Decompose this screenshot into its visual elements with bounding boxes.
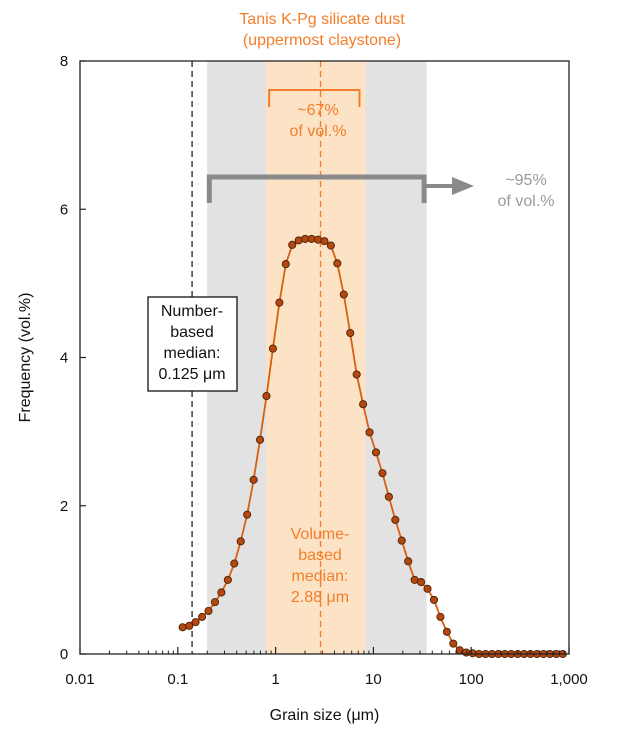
label-95-percent: ~95%	[505, 172, 546, 189]
chart-title-line: Tanis K-Pg silicate dust	[239, 11, 405, 28]
data-point	[262, 391, 271, 401]
x-tick-label: 0.01	[65, 671, 94, 688]
volume-median-label: median:	[292, 568, 349, 585]
data-point	[352, 370, 361, 379]
bracket-95-line	[206, 174, 427, 203]
data-point	[417, 578, 426, 587]
annotations: Tanis K-Pg silicate dust (uppermost clays…	[147, 11, 555, 606]
y-tick-label: 2	[60, 498, 68, 515]
volume-median-label: based	[298, 547, 342, 564]
data-point	[178, 623, 187, 632]
y-tick-label: 8	[60, 53, 68, 70]
data-point	[391, 515, 400, 524]
data-point	[449, 639, 458, 648]
volume-median-label: Volume-	[291, 526, 350, 543]
data-point	[436, 612, 445, 621]
axes: 0 2 4 6 8 0.01 0.1 1 10 100 1,000 Grain size (μm) Fr…	[17, 53, 588, 724]
data-point	[371, 448, 381, 457]
label-67-percent: ~67%	[297, 102, 338, 119]
data-point	[294, 236, 303, 245]
x-tick-label: 0.1	[167, 671, 188, 688]
y-axis-label: Frequency (vol.%)	[17, 293, 34, 423]
data-point	[339, 290, 348, 299]
data-point	[442, 627, 451, 636]
data-point	[210, 598, 220, 607]
data-point	[249, 475, 258, 484]
percentile-bands	[207, 61, 427, 654]
data-point	[378, 469, 387, 478]
data-point	[326, 241, 335, 250]
data-point	[365, 428, 374, 437]
data-point	[384, 492, 393, 501]
data-point	[275, 298, 284, 307]
data-point	[288, 240, 297, 249]
label-95-percent: of vol.%	[498, 193, 555, 210]
data-point	[255, 435, 265, 444]
data-point	[397, 536, 406, 545]
number-median-box	[147, 296, 238, 392]
data-point	[359, 400, 368, 409]
data-point	[217, 588, 226, 597]
data-point	[404, 557, 413, 566]
data-point	[243, 510, 252, 519]
y-tick-label: 0	[60, 646, 68, 663]
number-median-label: median:	[164, 345, 221, 362]
number-median-label: 0.125 μm	[158, 366, 225, 383]
median-lines	[191, 61, 322, 654]
label-67-percent: of vol.%	[290, 123, 347, 140]
number-median-label: based	[170, 324, 214, 341]
data-point	[320, 237, 329, 246]
number-median-label: Number-	[161, 303, 223, 320]
volume-median-label: 2.88 μm	[291, 589, 349, 606]
data-point	[346, 328, 355, 338]
data-point	[281, 260, 290, 269]
bracket-67-line	[268, 89, 361, 107]
data-point	[223, 575, 232, 584]
bracket-95-arrow-head	[452, 177, 474, 195]
x-tick-label: 1	[271, 671, 279, 688]
y-tick-label: 4	[60, 350, 68, 367]
x-axis-label: Grain size (μm)	[270, 707, 380, 724]
band-67-percent	[266, 61, 366, 654]
x-tick-label: 10	[365, 671, 382, 688]
data-point	[230, 559, 239, 568]
data-point	[333, 259, 342, 268]
y-tick-label: 6	[60, 201, 68, 218]
x-tick-label: 100	[459, 671, 484, 688]
chart-title-line: (uppermost claystone)	[243, 32, 401, 49]
data-point	[236, 537, 245, 546]
bracket-67-percent	[268, 89, 361, 107]
x-tick-label: 1,000	[550, 671, 588, 688]
data-point	[191, 618, 200, 627]
data-point	[185, 621, 194, 630]
data-point	[198, 612, 207, 621]
data-point	[423, 584, 432, 593]
bracket-95-percent	[206, 174, 474, 203]
data-point	[268, 344, 277, 353]
data-point	[204, 606, 213, 616]
data-point	[429, 595, 439, 604]
